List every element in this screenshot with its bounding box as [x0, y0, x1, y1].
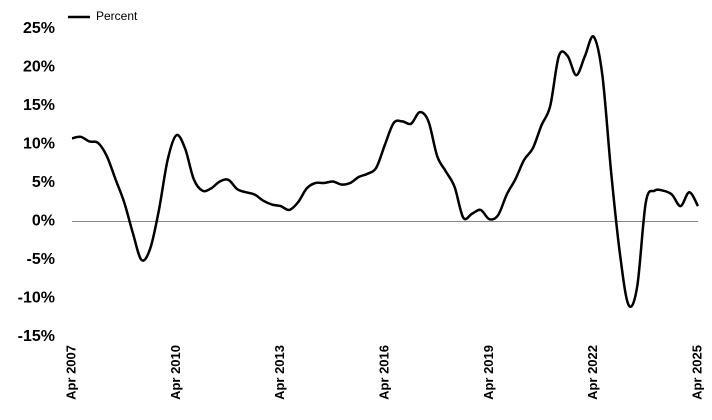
- x-tick-label: Apr 2025: [689, 345, 704, 400]
- x-tick-label: Apr 2010: [168, 345, 183, 400]
- line-series: [71, 35, 700, 308]
- x-tick-label: Apr 2016: [376, 345, 391, 400]
- y-tick-label: -15%: [18, 328, 55, 345]
- y-tick-label: 20%: [23, 59, 55, 76]
- y-tick-label: 0%: [32, 213, 55, 230]
- y-tick-label: 5%: [32, 174, 55, 191]
- x-tick-label: Apr 2013: [272, 345, 287, 400]
- x-tick-label: Apr 2022: [585, 345, 600, 400]
- x-tick-label: Apr 2019: [481, 345, 496, 400]
- legend-label: Percent: [96, 9, 138, 23]
- y-tick-label: -5%: [27, 251, 55, 268]
- x-tick-label: Apr 2007: [63, 345, 78, 400]
- y-tick-label: -10%: [18, 290, 55, 307]
- y-tick-label: 10%: [23, 136, 55, 153]
- y-tick-label: 25%: [23, 20, 55, 37]
- y-tick-label: 15%: [23, 97, 55, 114]
